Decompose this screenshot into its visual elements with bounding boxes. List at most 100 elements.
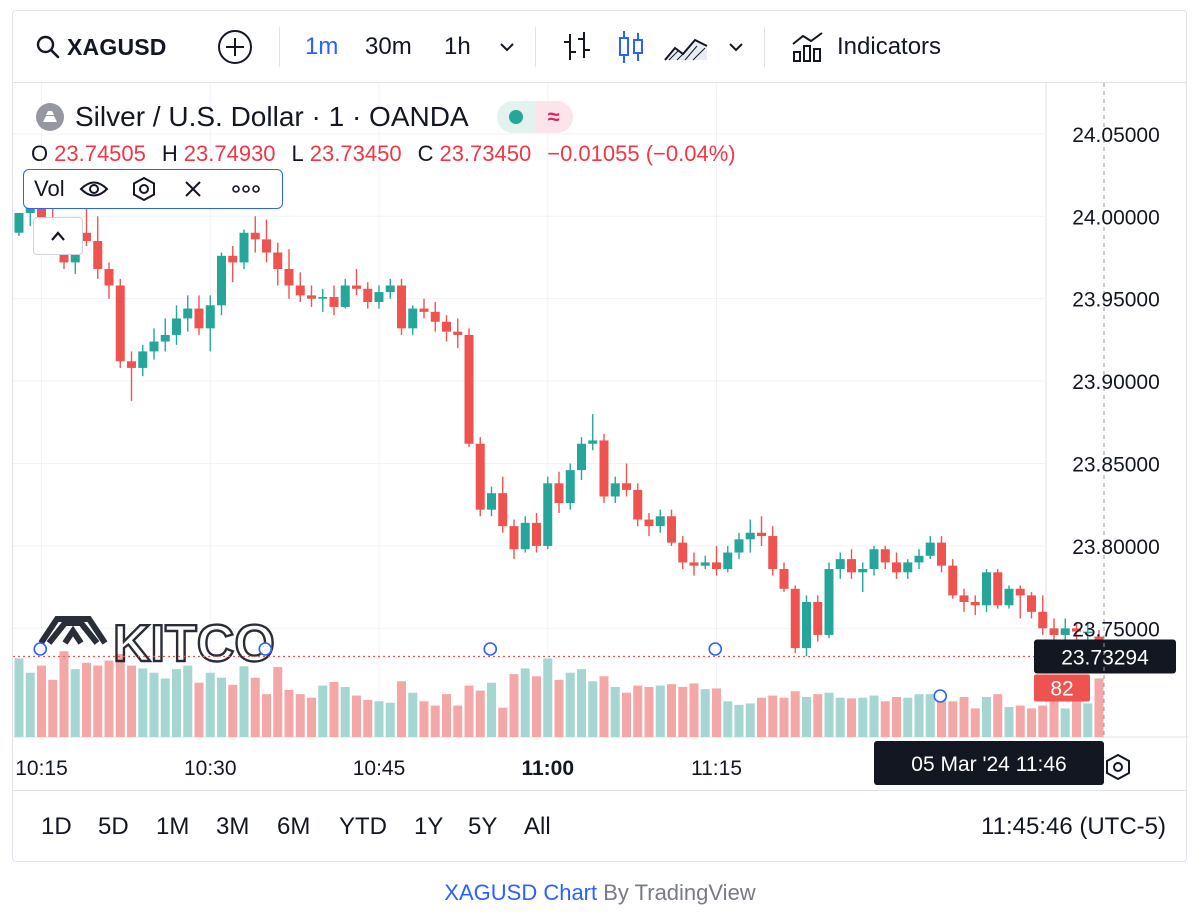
volume-bar [633,685,643,737]
chart-settings-icon[interactable] [1106,753,1130,781]
low-value: 23.73450 [309,141,402,166]
kitco-wordmark: KITCO [113,615,275,673]
collapse-legend-button[interactable] [33,217,83,255]
candle-body [1027,595,1036,612]
range-all[interactable]: All [524,813,551,840]
series-legend: Silver / U.S. Dollar · 1 · OANDA ≈ [35,99,573,135]
crosshair-time-label: 05 Mar '24 11:46 [911,753,1066,776]
candle-body [453,331,463,335]
candle-body [925,542,935,556]
settings-icon[interactable] [131,176,157,202]
range-5y[interactable]: 5Y [468,813,498,840]
interval-30m[interactable]: 30m [365,33,412,60]
candle-body [37,203,46,220]
candle-body [498,493,508,527]
price-tick-label: 23.90000 [1072,371,1160,394]
chevron-down-icon [497,37,517,57]
volume-bar [284,689,294,737]
range-6m[interactable]: 6M [277,813,311,840]
candle-body [948,565,958,596]
volume-bar [723,701,733,737]
volume-bar [1094,678,1104,737]
candle-body [250,232,260,240]
more-icon[interactable] [231,184,261,194]
chart-style-dropdown[interactable] [726,29,746,65]
candle-body [970,601,980,606]
range-1m[interactable]: 1M [156,813,190,840]
eye-icon[interactable] [79,179,109,199]
volume-bar [183,665,193,737]
candle-body [385,285,395,293]
candle-body [734,539,744,553]
volume-bar [25,672,35,737]
symbol-search[interactable]: XAGUSD [35,29,167,65]
market-status-badge[interactable]: ≈ [496,101,573,133]
volume-bar [408,692,418,737]
candle-body [93,240,103,270]
candles-style-button[interactable] [616,29,646,65]
candle-body [723,552,733,570]
candle-body [228,255,238,263]
interval-1m[interactable]: 1m [305,33,339,60]
compare-button[interactable] [217,29,253,65]
price-tick-label: 23.75000 [1072,618,1160,641]
toolbar-divider [279,27,280,67]
bars-style-button[interactable] [561,29,593,65]
candle-body [127,361,136,368]
volume-bar [115,654,125,737]
close-icon[interactable] [183,179,203,199]
price-chart[interactable]: KITCO 23.73294 82 05 Mar '24 11:46 24.05000… [13,83,1188,789]
area-style-button[interactable] [663,29,709,65]
volume-bar [824,692,834,737]
attribution: XAGUSD Chart By TradingView [0,880,1200,906]
candle-body [689,562,699,566]
volume-bar [847,698,856,737]
price-tick-label: 23.85000 [1072,454,1160,477]
volume-bar [565,672,575,737]
candle-body [262,239,271,253]
volume-bar [352,695,361,737]
candle-body [622,483,631,490]
range-1d[interactable]: 1D [41,813,72,840]
candle-body [1060,628,1070,635]
candle-body [1083,631,1093,634]
price-tick-label: 24.00000 [1072,206,1160,229]
candle-body [205,305,215,329]
range-ytd[interactable]: YTD [339,813,387,840]
chart-area[interactable]: KITCO 23.73294 82 05 Mar '24 11:46 24.05000… [13,83,1188,789]
volume-bar [667,684,676,737]
candle-body [509,526,519,550]
crosshair-time-badge [874,741,1104,785]
candle-body [577,443,586,471]
volume-bar [307,697,316,737]
volume-bar [858,697,868,737]
candle-body [610,483,620,497]
search-icon [35,34,61,60]
volume-bar [700,689,710,737]
candle-body [217,255,226,306]
candle-body [982,572,991,606]
by-tradingview[interactable]: By TradingView [597,880,756,905]
candle-body [374,292,384,302]
series-title: Silver / U.S. Dollar · 1 · OANDA [75,101,469,132]
interval-1h[interactable]: 1h [444,33,471,60]
kitco-watermark: KITCO [38,614,276,674]
range-5d[interactable]: 5D [98,813,129,840]
volume-bar [622,692,631,737]
timezone-clock[interactable]: 11:45:46 (UTC-5) [981,813,1166,840]
volume-bar [48,679,58,737]
candle-body [993,572,1003,606]
candle-body [397,285,406,329]
volume-bar [520,668,530,737]
volume-bar [127,665,136,737]
range-3m[interactable]: 3M [216,813,250,840]
candle-body [340,285,350,307]
candle-body [779,569,789,589]
volume-legend[interactable]: Vol [23,169,283,209]
volume-bar [712,688,721,737]
interval-dropdown[interactable] [497,29,517,65]
chart-link[interactable]: XAGUSD Chart [444,880,598,905]
time-tick-label: 10:45 [353,757,406,780]
indicators-button[interactable]: Indicators [791,29,941,65]
range-1y[interactable]: 1Y [414,813,444,840]
